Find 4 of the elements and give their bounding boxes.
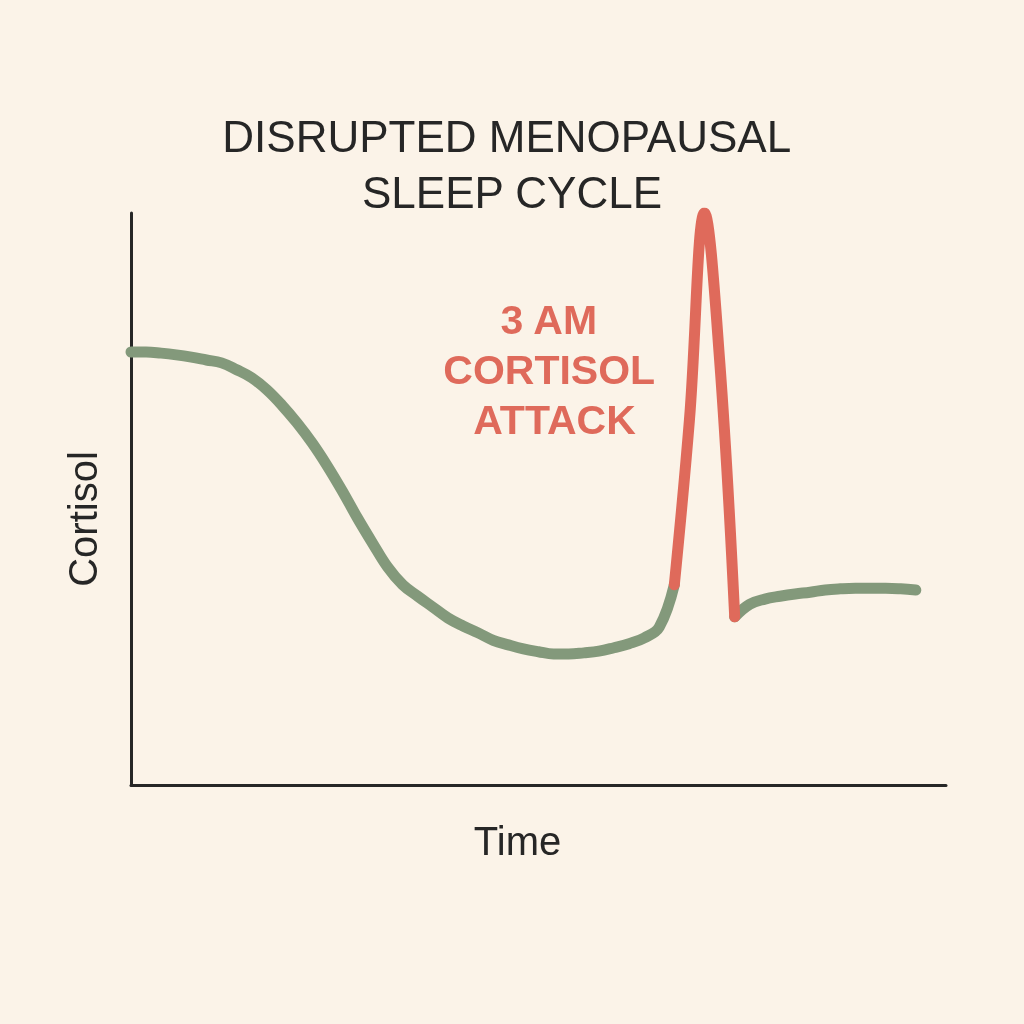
y-axis-title: Cortisol bbox=[61, 451, 105, 587]
chart-title: DISRUPTED MENOPAUSAL SLEEP CYCLE bbox=[222, 111, 802, 217]
x-axis-title: Time bbox=[473, 819, 562, 863]
annotation: 3 AM CORTISOL ATTACK bbox=[443, 297, 666, 443]
